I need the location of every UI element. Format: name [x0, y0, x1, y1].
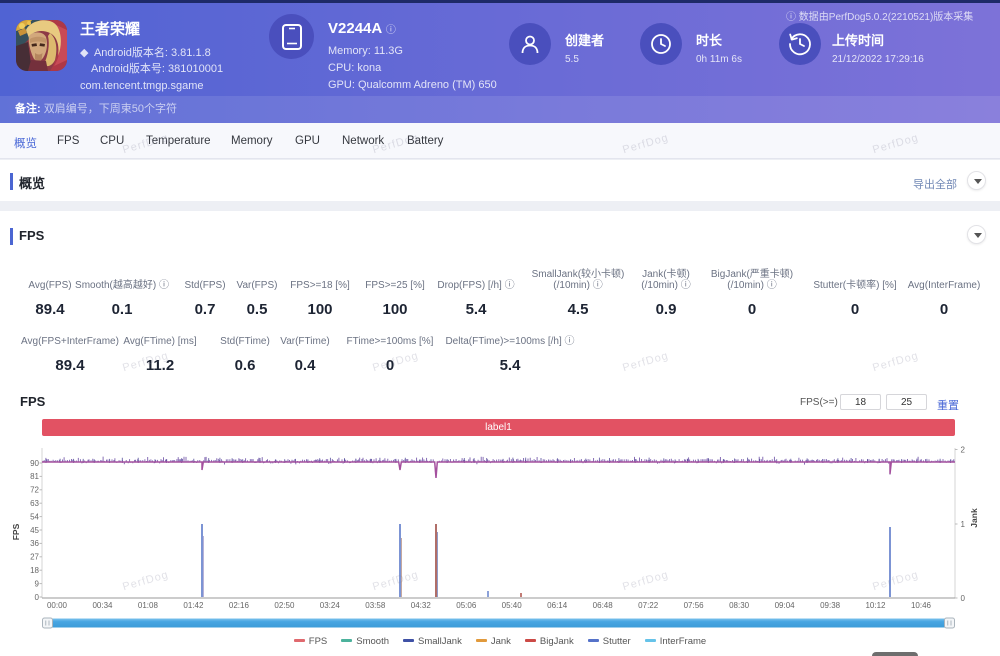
svg-text:02:50: 02:50	[274, 601, 295, 610]
svg-text:07:22: 07:22	[638, 601, 659, 610]
svg-text:00:34: 00:34	[92, 601, 113, 610]
svg-text:02:16: 02:16	[229, 601, 250, 610]
svg-text:09:04: 09:04	[775, 601, 796, 610]
svg-text:45: 45	[30, 526, 39, 535]
svg-text:63: 63	[30, 499, 39, 508]
svg-text:0: 0	[961, 594, 966, 603]
svg-text:FPS: FPS	[11, 523, 21, 540]
svg-text:2: 2	[961, 445, 966, 454]
svg-text:36: 36	[30, 539, 39, 548]
svg-text:08:30: 08:30	[729, 601, 750, 610]
svg-text:81: 81	[30, 472, 39, 481]
svg-text:1: 1	[961, 520, 966, 529]
svg-text:01:42: 01:42	[183, 601, 204, 610]
svg-text:0: 0	[35, 593, 40, 602]
svg-text:03:58: 03:58	[365, 601, 386, 610]
svg-text:03:24: 03:24	[320, 601, 341, 610]
svg-text:90: 90	[30, 459, 39, 468]
svg-text:05:40: 05:40	[502, 601, 523, 610]
svg-text:01:08: 01:08	[138, 601, 159, 610]
svg-text:72: 72	[30, 486, 39, 495]
svg-text:06:14: 06:14	[547, 601, 568, 610]
svg-text:54: 54	[30, 512, 39, 521]
svg-text:10:46: 10:46	[911, 601, 932, 610]
svg-text:07:56: 07:56	[684, 601, 705, 610]
svg-text:06:48: 06:48	[593, 601, 614, 610]
svg-text:18: 18	[30, 566, 39, 575]
svg-text:27: 27	[30, 553, 39, 562]
svg-text:05:06: 05:06	[456, 601, 477, 610]
svg-text:04:32: 04:32	[411, 601, 432, 610]
svg-text:Jank: Jank	[969, 508, 979, 528]
svg-text:9: 9	[35, 579, 40, 588]
svg-text:09:38: 09:38	[820, 601, 841, 610]
svg-text:10:12: 10:12	[865, 601, 886, 610]
svg-text:00:00: 00:00	[47, 601, 68, 610]
